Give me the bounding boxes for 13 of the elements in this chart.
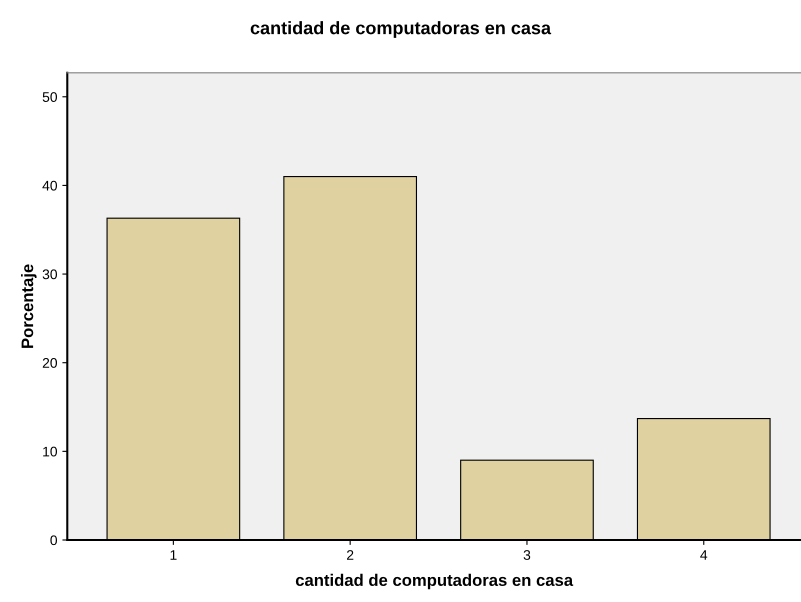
y-tick-label: 0: [50, 535, 58, 546]
x-tick-label: 2: [347, 550, 354, 560]
y-tick-label: 20: [42, 358, 58, 368]
chart-title: cantidad de computadoras en casa: [250, 21, 552, 38]
y-tick-label: 50: [42, 92, 58, 102]
x-tick-label: 3: [524, 550, 530, 560]
y-axis-title: Porcentaje: [21, 264, 37, 348]
x-tick-label: 1: [170, 550, 177, 560]
x-tick-label: 4: [700, 550, 708, 560]
y-tick-label: 40: [42, 180, 58, 191]
x-axis-title: cantidad de computadoras en casa: [296, 574, 574, 590]
y-tick-label: 30: [42, 269, 58, 280]
y-tick-label: 10: [43, 446, 58, 457]
